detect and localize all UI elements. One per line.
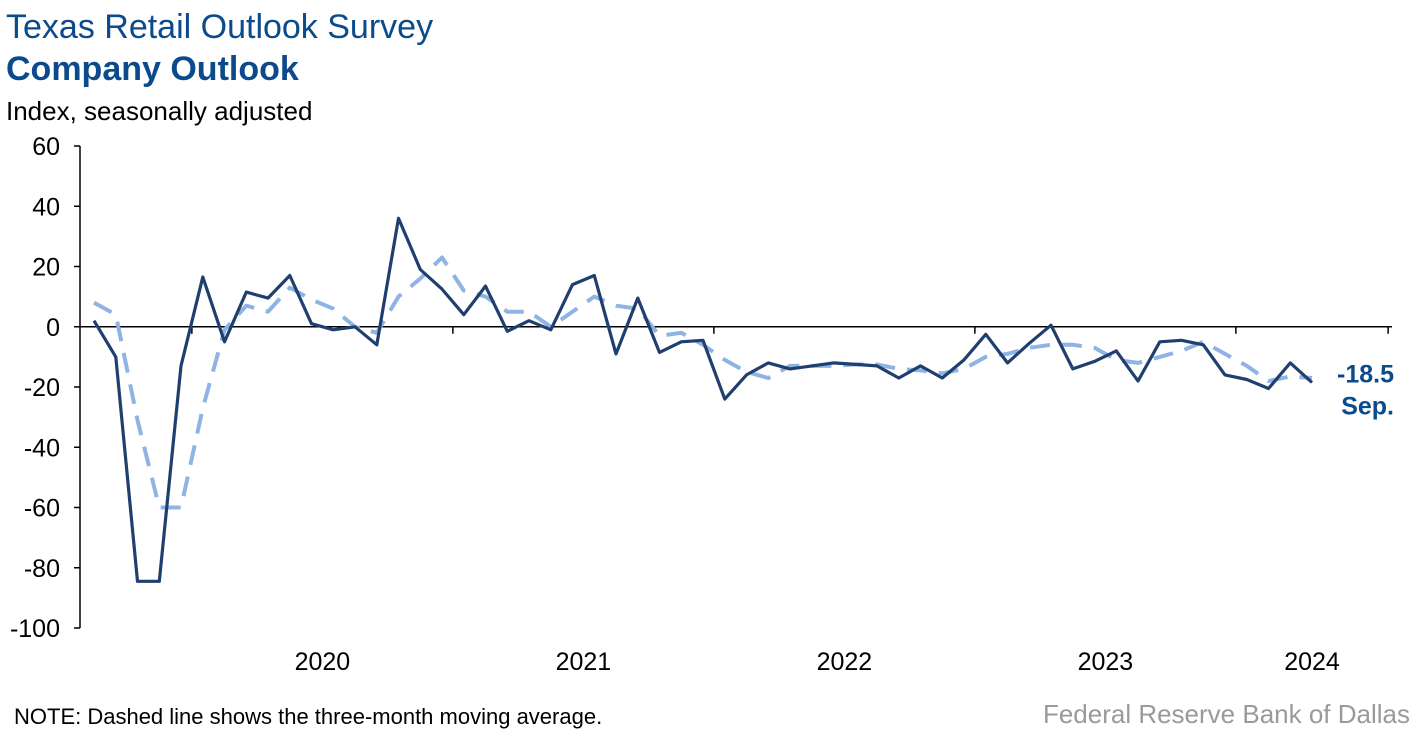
y-tick-label: -60 [24,495,60,523]
chart-labels: -18.5 Sep. [1337,360,1394,420]
x-tick-label: 2024 [1284,648,1340,676]
chart-subtitle: Company Outlook [6,50,299,88]
y-axis-unit-label: Index, seasonally adjusted [6,96,313,126]
x-tick-label: 2022 [817,648,873,676]
x-tick-label: 2021 [556,648,612,676]
moving-average-line [93,255,1313,510]
chart-axes: 60 40 20 0 -20 -40 -60 -80 -100 2020 2021 2022 2023 2… [10,133,1392,676]
last-month-label: Sep. [1341,392,1394,420]
chart-title: Texas Retail Outlook Survey [6,8,434,46]
y-tick-label: 60 [32,133,60,161]
source-credit: Federal Reserve Bank of Dallas [1042,699,1410,729]
x-tick-label: 2023 [1078,648,1134,676]
chart-series [92,216,1314,583]
y-tick-label: -100 [10,615,60,643]
y-tick-label: 20 [32,254,60,282]
y-tick-label: 40 [32,193,60,221]
y-tick-label: -20 [24,374,60,402]
company-outlook-line [92,216,1314,583]
y-tick-label: -40 [24,434,60,462]
footnote: NOTE: Dashed line shows the three-month … [14,704,603,729]
x-tick-label: 2020 [295,648,351,676]
y-tick-label: 0 [46,314,60,342]
y-tick-label: -80 [24,555,60,583]
last-value-label: -18.5 [1337,360,1394,388]
